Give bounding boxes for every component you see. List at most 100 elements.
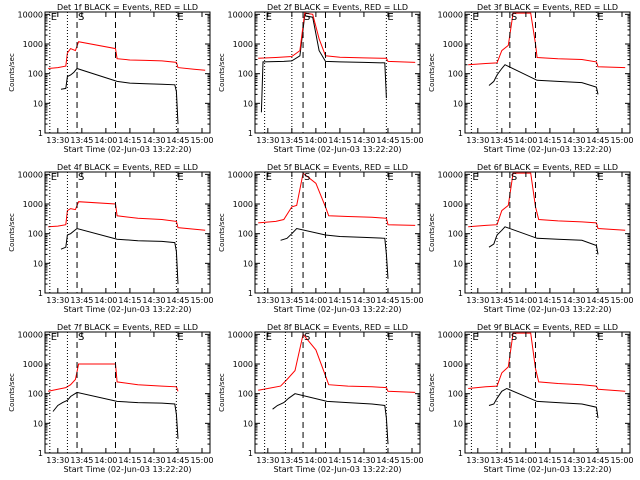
panel-title: Det 3f BLACK = Events, RED = LLD	[477, 3, 618, 12]
x-tick-label: 15:00	[400, 456, 423, 465]
lld-series-line	[258, 333, 416, 393]
marker-label: S	[304, 332, 310, 343]
y-tick-label: 1	[458, 129, 463, 138]
x-tick-label: 14:15	[118, 296, 141, 305]
y-tick-label: 10	[453, 259, 463, 268]
panel-title: Det 1f BLACK = Events, RED = LLD	[57, 3, 198, 12]
y-tick-label: 1000	[233, 40, 253, 49]
x-tick-label: 15:00	[610, 136, 633, 145]
x-tick-label: 13:45	[280, 456, 303, 465]
x-tick-label: 14:00	[304, 296, 327, 305]
x-tick-label: 13:30	[46, 296, 69, 305]
x-tick-label: 14:15	[538, 296, 561, 305]
x-tick-label: 15:00	[190, 136, 213, 145]
lld-series-line	[468, 172, 626, 231]
y-axis-label: Counts/sec	[218, 213, 226, 252]
y-tick-label: 100	[448, 230, 463, 239]
x-axis-label: Start Time (02-Jun-03 13:22:20)	[274, 145, 402, 154]
y-axis-label: Counts/sec	[428, 53, 436, 92]
y-tick-label: 1	[248, 449, 253, 458]
y-tick-label: 10000	[18, 170, 43, 179]
marker-label: E	[597, 172, 603, 183]
marker-label: E	[472, 332, 478, 343]
x-tick-label: 14:30	[142, 456, 165, 465]
y-tick-label: 10	[33, 259, 43, 268]
x-tick-label: 14:30	[352, 296, 375, 305]
x-axis-label: Start Time (02-Jun-03 13:22:20)	[64, 465, 192, 474]
y-axis-label: Counts/sec	[8, 373, 16, 412]
marker-label: S	[78, 12, 84, 23]
x-tick-label: 14:30	[142, 136, 165, 145]
panel-title: Det 9f BLACK = Events, RED = LLD	[477, 323, 618, 332]
plot-frame	[254, 11, 421, 134]
y-tick-label: 10	[243, 259, 253, 268]
marker-label: E	[51, 172, 57, 183]
x-tick-label: 14:45	[376, 456, 399, 465]
marker-label: E	[597, 332, 603, 343]
marker-label: E	[177, 172, 183, 183]
x-tick-label: 15:00	[400, 296, 423, 305]
x-axis-label: Start Time (02-Jun-03 13:22:20)	[64, 145, 192, 154]
x-tick-label: 13:45	[70, 296, 93, 305]
y-tick-label: 1000	[23, 200, 43, 209]
x-tick-label: 14:45	[166, 456, 189, 465]
x-tick-label: 14:15	[538, 456, 561, 465]
y-tick-label: 1000	[443, 360, 463, 369]
x-tick-label: 14:15	[328, 296, 351, 305]
plot-frame	[254, 331, 421, 454]
y-tick-label: 1	[458, 449, 463, 458]
marker-label: S	[511, 332, 517, 343]
x-axis-label: Start Time (02-Jun-03 13:22:20)	[64, 305, 192, 314]
marker-label: E	[266, 332, 272, 343]
x-tick-label: 13:30	[46, 456, 69, 465]
x-axis-label: Start Time (02-Jun-03 13:22:20)	[484, 305, 612, 314]
y-tick-label: 100	[28, 70, 43, 79]
plot-frame	[464, 331, 631, 454]
y-tick-label: 1000	[443, 200, 463, 209]
panel-title: Det 7f BLACK = Events, RED = LLD	[57, 323, 198, 332]
events-series-line	[52, 391, 179, 439]
y-tick-label: 10000	[228, 330, 253, 339]
x-tick-label: 13:30	[256, 136, 279, 145]
x-tick-label: 13:30	[466, 296, 489, 305]
x-axis-label: Start Time (02-Jun-03 13:22:20)	[484, 145, 612, 154]
y-tick-label: 10000	[228, 170, 253, 179]
y-axis-label: Counts/sec	[8, 213, 16, 252]
x-tick-label: 14:45	[376, 136, 399, 145]
marker-label: S	[511, 172, 517, 183]
x-tick-label: 14:00	[514, 296, 537, 305]
x-tick-label: 14:45	[166, 136, 189, 145]
lld-series-line	[468, 332, 626, 392]
y-tick-label: 100	[28, 230, 43, 239]
x-tick-label: 13:30	[256, 296, 279, 305]
x-tick-label: 13:30	[46, 136, 69, 145]
y-tick-label: 1	[248, 289, 253, 298]
x-axis-label: Start Time (02-Jun-03 13:22:20)	[274, 465, 402, 474]
x-tick-label: 14:00	[94, 456, 117, 465]
x-tick-label: 14:30	[562, 456, 585, 465]
y-axis-label: Counts/sec	[218, 53, 226, 92]
panel-title: Det 2f BLACK = Events, RED = LLD	[267, 3, 408, 12]
y-axis-label: Counts/sec	[428, 373, 436, 412]
marker-label: S	[304, 12, 310, 23]
x-tick-label: 14:30	[352, 136, 375, 145]
marker-label: E	[177, 332, 183, 343]
marker-label: E	[51, 332, 57, 343]
marker-label: E	[266, 12, 272, 23]
y-tick-label: 1	[248, 129, 253, 138]
x-axis-label: Start Time (02-Jun-03 13:22:20)	[484, 465, 612, 474]
y-tick-label: 10000	[18, 10, 43, 19]
panel-title: Det 6f BLACK = Events, RED = LLD	[477, 163, 618, 172]
events-series-line	[60, 227, 179, 285]
marker-label: E	[472, 12, 478, 23]
x-tick-label: 13:45	[280, 136, 303, 145]
y-tick-label: 1	[38, 289, 43, 298]
lld-series-line	[48, 41, 206, 71]
y-tick-label: 1000	[233, 360, 253, 369]
y-tick-label: 10000	[438, 10, 463, 19]
